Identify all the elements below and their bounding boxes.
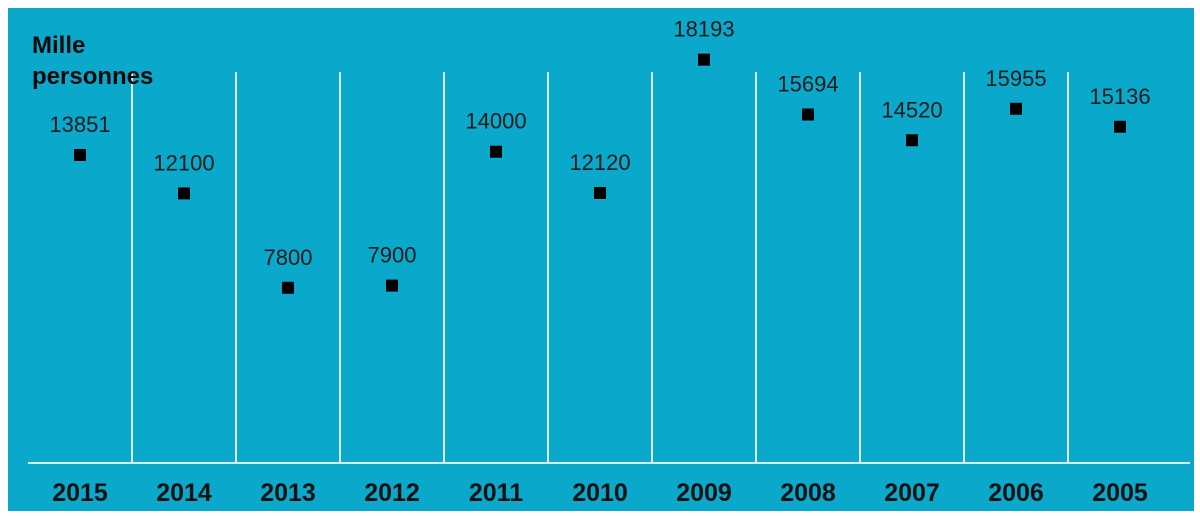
data-label: 7900 — [368, 243, 417, 268]
x-tick-label: 2014 — [156, 479, 212, 507]
data-label: 12120 — [569, 150, 630, 175]
data-point — [386, 279, 398, 292]
data-label: 7800 — [264, 245, 313, 270]
data-point — [74, 148, 86, 161]
x-tick-label: 2008 — [780, 479, 836, 507]
data-point — [594, 186, 606, 199]
plot-background — [8, 8, 1194, 511]
data-label: 12100 — [153, 150, 214, 175]
y-axis-label-line-1: Mille — [32, 32, 86, 59]
data-label: 13851 — [49, 112, 110, 137]
x-tick-label: 2010 — [572, 479, 628, 507]
data-point — [490, 145, 502, 158]
x-tick-label: 2015 — [52, 479, 108, 507]
x-tick-label: 2009 — [676, 479, 732, 507]
data-point — [1010, 102, 1022, 115]
x-tick-label: 2005 — [1092, 479, 1148, 507]
data-point — [802, 108, 814, 121]
data-label: 14000 — [465, 109, 526, 134]
x-tick-label: 2013 — [260, 479, 316, 507]
x-tick-labels: 2015 2014 2013 2012 2011 2010 2009 2008 2007 2006… — [52, 479, 1148, 507]
data-point — [698, 53, 710, 66]
data-label: 15694 — [777, 72, 838, 97]
data-label: 18193 — [673, 17, 734, 42]
y-axis-label-line-2: personnes — [32, 63, 154, 90]
data-markers — [74, 53, 1126, 294]
data-label: 15955 — [985, 66, 1046, 91]
data-point — [906, 134, 918, 147]
data-point — [282, 281, 294, 294]
y-axis-label: Mille personnes — [32, 30, 153, 92]
data-labels: 13851 12100 7800 7900 14000 12120 18193 15694 14… — [49, 17, 1150, 270]
x-tick-label: 2011 — [469, 479, 523, 507]
x-tick-label: 2007 — [884, 479, 940, 507]
x-tick-label: 2006 — [988, 479, 1044, 507]
data-point — [178, 187, 190, 200]
x-tick-label: 2012 — [364, 479, 420, 507]
data-label: 15136 — [1089, 84, 1150, 109]
data-label: 14520 — [881, 97, 942, 122]
grid-lines — [131, 72, 1069, 463]
data-point — [1114, 120, 1126, 133]
